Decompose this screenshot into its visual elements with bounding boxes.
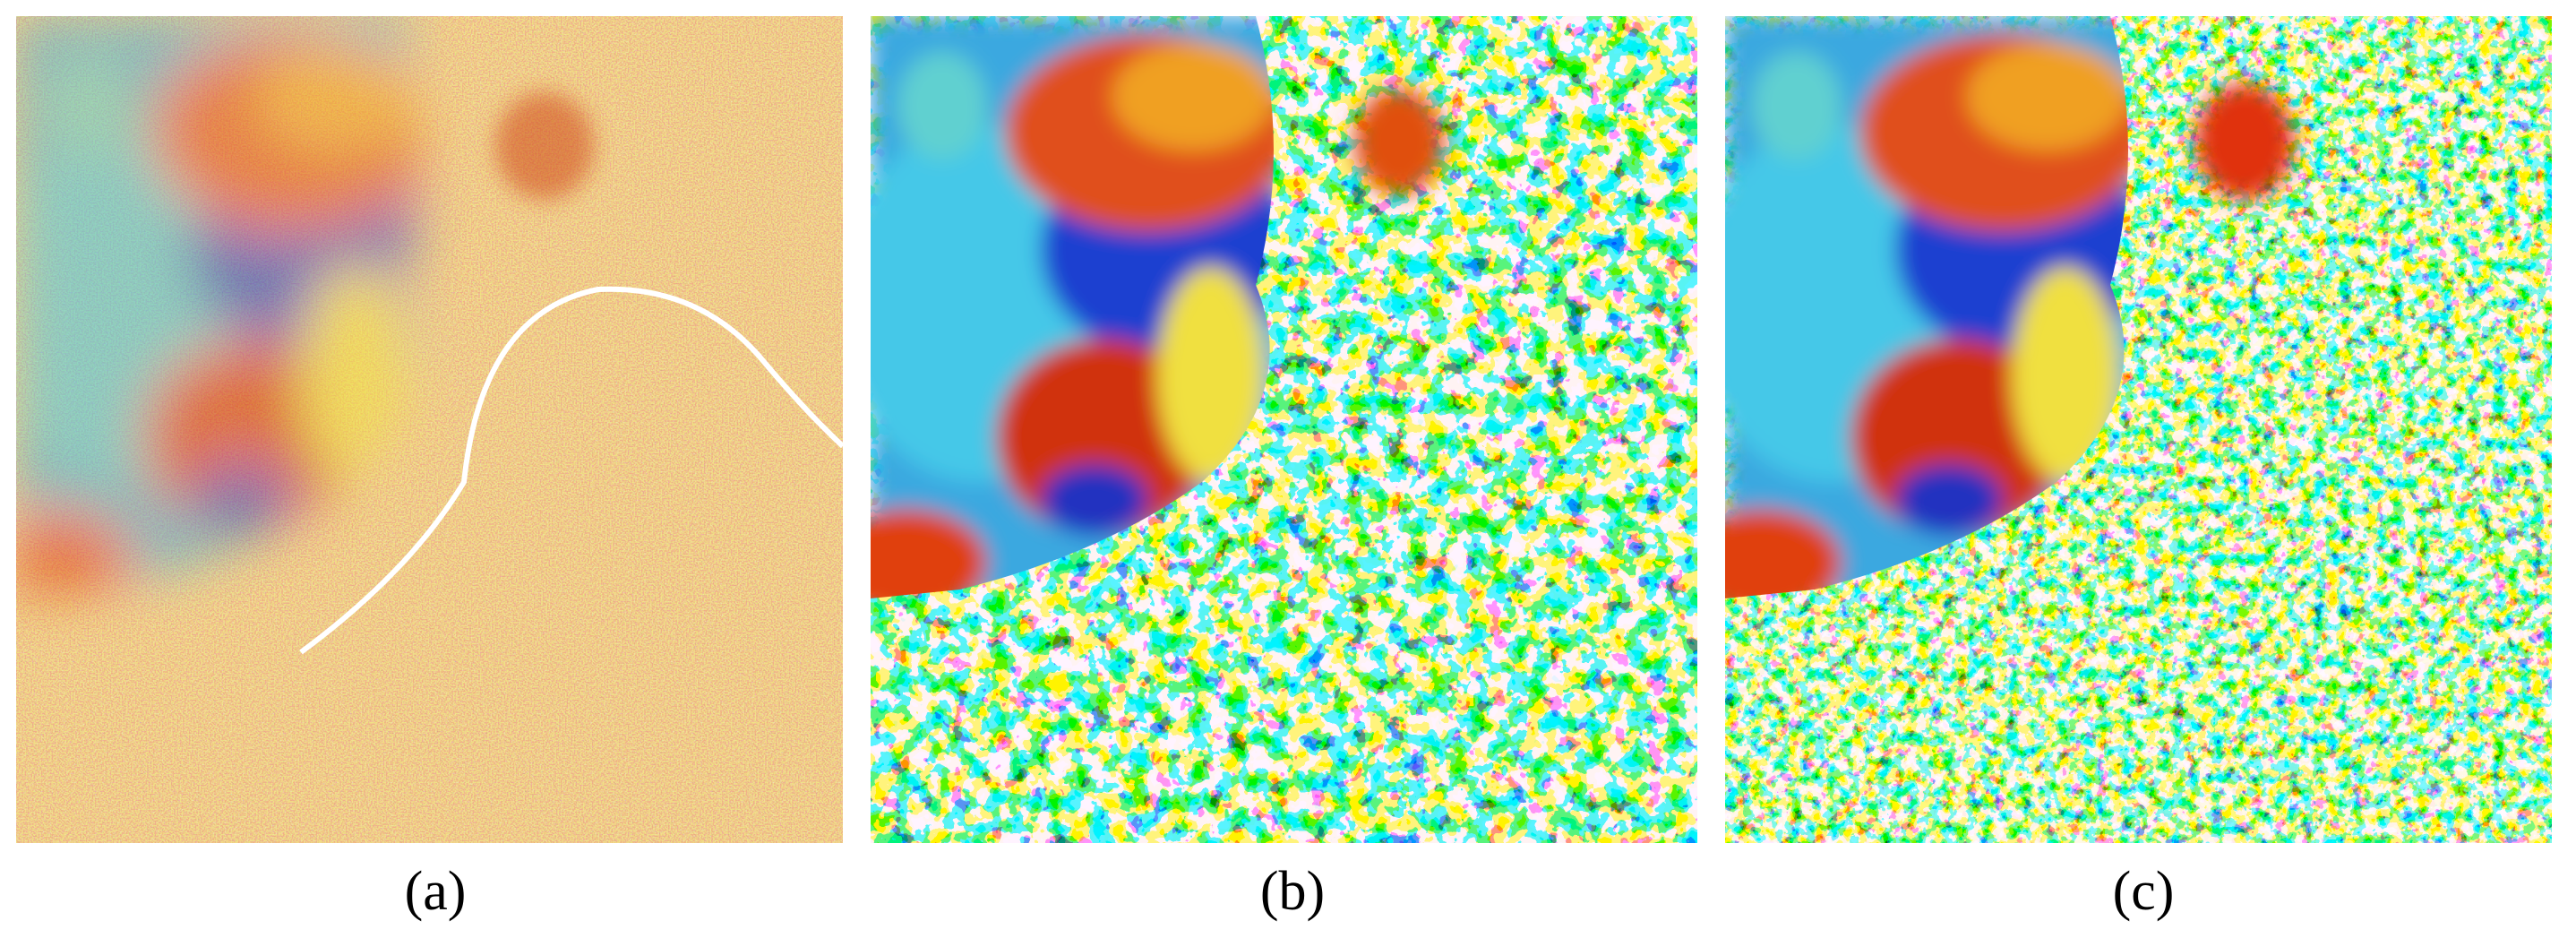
panel-label: (b) [1260,861,1325,922]
panel-a-image [16,16,843,843]
panel-label: (a) [405,861,467,922]
panel-label: (c) [2113,861,2175,922]
panel-c-image [1725,16,2552,843]
panel-b-image [871,16,1697,843]
profile-line [299,286,843,655]
